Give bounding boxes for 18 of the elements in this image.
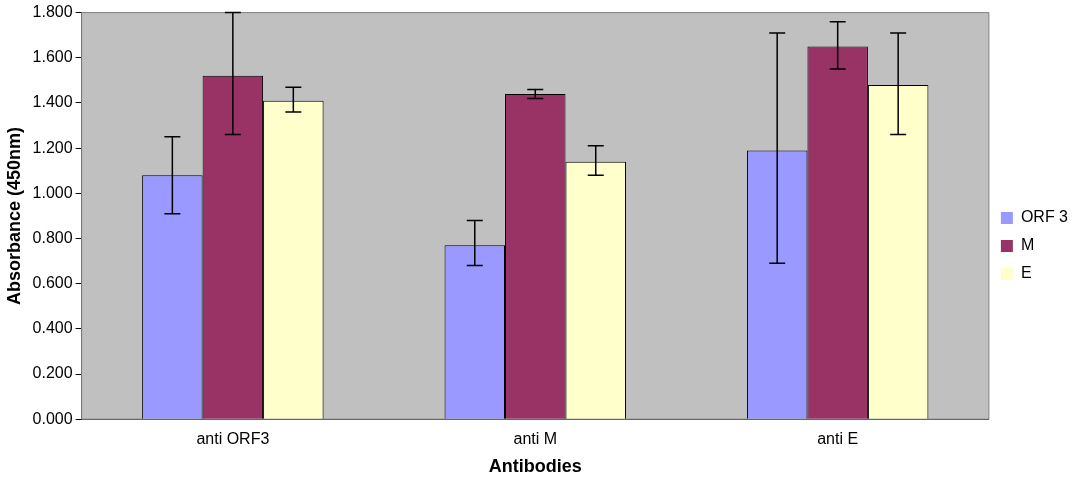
x-tick-label: anti ORF3 <box>196 430 270 448</box>
y-tick-label: 1.400 <box>32 93 73 111</box>
y-tick-label: 0.400 <box>32 319 73 337</box>
x-tick-label: anti M <box>513 430 558 448</box>
y-tick-label: 0.800 <box>32 228 73 246</box>
y-axis-title: Absorbance (450nm) <box>3 126 24 305</box>
y-tick-label: 0.200 <box>32 364 73 382</box>
legend-label: E <box>1020 264 1032 282</box>
y-tick-label: 0.000 <box>32 409 73 427</box>
y-tick-label: 1.800 <box>32 3 73 21</box>
y-tick-label: 1.600 <box>32 48 73 66</box>
y-tick-label: 0.600 <box>32 274 73 292</box>
legend-label: ORF 3 <box>1020 208 1069 226</box>
y-tick-label: 1.000 <box>32 183 73 201</box>
legend-label: M <box>1020 236 1035 254</box>
y-tick-label: 1.200 <box>32 138 73 156</box>
x-tick-label: anti E <box>817 430 859 448</box>
x-axis-title: Antibodies <box>488 456 582 477</box>
